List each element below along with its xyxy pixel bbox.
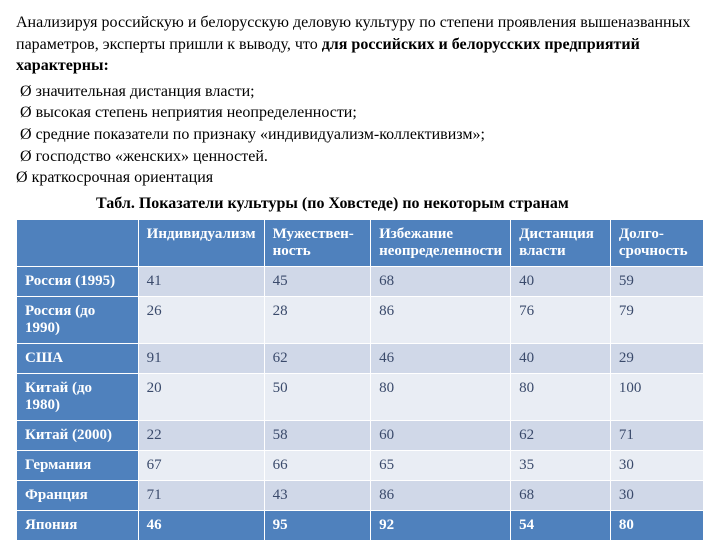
table-cell: 95 [264, 510, 371, 540]
table-header-cell [17, 219, 139, 266]
table-row: Китай (2000)2258606271 [17, 420, 704, 450]
bullet-marker: Ø [20, 83, 32, 100]
table-cell: 62 [511, 420, 611, 450]
table-cell: 79 [610, 296, 703, 343]
table-cell: 92 [371, 510, 511, 540]
table-row-label: Россия (до 1990) [17, 296, 139, 343]
table-header-cell: Дистанция власти [511, 219, 611, 266]
bullet-list: Øзначительная дистанция власти;Øвысокая … [20, 81, 704, 189]
bullet-text: высокая степень неприятия неопределеннос… [36, 104, 357, 121]
table-cell: 76 [511, 296, 611, 343]
table-cell: 71 [138, 480, 264, 510]
table-cell: 80 [511, 373, 611, 420]
table-header-row: ИндивидуализмМужествен-ностьИзбежание не… [17, 219, 704, 266]
table-title: Табл. Показатели культуры (по Ховстеде) … [96, 195, 704, 213]
table-cell: 59 [610, 266, 703, 296]
bullet-item: Øзначительная дистанция власти; [20, 81, 704, 103]
table-header-cell: Мужествен-ность [264, 219, 371, 266]
table-body: Россия (1995)4145684059Россия (до 1990)2… [17, 266, 704, 540]
table-cell: 45 [264, 266, 371, 296]
table-cell: 41 [138, 266, 264, 296]
table-cell: 68 [511, 480, 611, 510]
table-cell: 50 [264, 373, 371, 420]
table-cell: 58 [264, 420, 371, 450]
table-row: Германия6766653530 [17, 450, 704, 480]
table-cell: 20 [138, 373, 264, 420]
table-row-label: Германия [17, 450, 139, 480]
table-cell: 29 [610, 343, 703, 373]
table-cell: 67 [138, 450, 264, 480]
table-cell: 91 [138, 343, 264, 373]
bullet-item: Øсредние показатели по признаку «индивид… [20, 124, 704, 146]
table-header-cell: Индивидуализм [138, 219, 264, 266]
bullet-marker: Ø [20, 126, 32, 143]
table-cell: 86 [371, 296, 511, 343]
table-cell: 40 [511, 343, 611, 373]
table-header-cell: Долго-срочность [610, 219, 703, 266]
bullet-item: Øкраткосрочная ориентация [16, 167, 704, 189]
table-cell: 30 [610, 450, 703, 480]
table-row: Франция7143866830 [17, 480, 704, 510]
table-row: Россия (до 1990)2628867679 [17, 296, 704, 343]
bullet-item: Øгосподство «женских» ценностей. [20, 146, 704, 168]
table-cell: 28 [264, 296, 371, 343]
table-header-cell: Избежание неопределенности [371, 219, 511, 266]
table-cell: 46 [138, 510, 264, 540]
table-cell: 43 [264, 480, 371, 510]
table-cell: 54 [511, 510, 611, 540]
table-cell: 80 [610, 510, 703, 540]
hofstede-table: ИндивидуализмМужествен-ностьИзбежание не… [16, 219, 704, 541]
table-row-label: США [17, 343, 139, 373]
table-cell: 80 [371, 373, 511, 420]
table-row-label: Китай (до 1980) [17, 373, 139, 420]
bullet-text: господство «женских» ценностей. [36, 148, 268, 165]
table-cell: 86 [371, 480, 511, 510]
table-row-label: Россия (1995) [17, 266, 139, 296]
table-cell: 68 [371, 266, 511, 296]
table-cell: 22 [138, 420, 264, 450]
bullet-item: Øвысокая степень неприятия неопределенно… [20, 102, 704, 124]
table-cell: 66 [264, 450, 371, 480]
table-cell: 40 [511, 266, 611, 296]
table-row-label: Франция [17, 480, 139, 510]
table-cell: 100 [610, 373, 703, 420]
table-row-label: Китай (2000) [17, 420, 139, 450]
table-row: Россия (1995)4145684059 [17, 266, 704, 296]
table-row-label: Япония [17, 510, 139, 540]
table-cell: 30 [610, 480, 703, 510]
bullet-text: краткосрочная ориентация [32, 169, 214, 186]
table-cell: 71 [610, 420, 703, 450]
table-cell: 26 [138, 296, 264, 343]
table-cell: 35 [511, 450, 611, 480]
table-row: Китай (до 1980)20508080100 [17, 373, 704, 420]
bullet-marker: Ø [20, 104, 32, 121]
table-row: США9162464029 [17, 343, 704, 373]
table-cell: 65 [371, 450, 511, 480]
table-cell: 62 [264, 343, 371, 373]
intro-paragraph: Анализируя российскую и белорусскую дело… [16, 12, 704, 77]
table-cell: 60 [371, 420, 511, 450]
bullet-text: значительная дистанция власти; [36, 83, 255, 100]
bullet-marker: Ø [16, 169, 28, 186]
bullet-marker: Ø [20, 148, 32, 165]
table-row: Япония4695925480 [17, 510, 704, 540]
table-cell: 46 [371, 343, 511, 373]
bullet-text: средние показатели по признаку «индивиду… [36, 126, 485, 143]
